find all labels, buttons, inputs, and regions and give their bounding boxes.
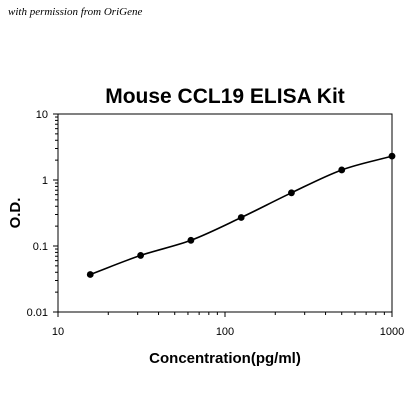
data-points [86, 152, 396, 278]
y-tick-label: 10 [36, 109, 48, 121]
data-point [187, 236, 195, 244]
x-tick-label: 10 [52, 326, 64, 338]
data-point [288, 189, 295, 197]
plot-area-frame [57, 113, 393, 313]
data-point [338, 166, 346, 174]
y-axis-label: O.D. [7, 198, 24, 229]
credit-text: with permission from OriGene [8, 6, 143, 18]
x-tick-label: 1000 [380, 326, 404, 338]
y-tick-label: 1 [42, 175, 48, 187]
y-tick-label: 0.1 [33, 241, 48, 253]
data-point [237, 214, 245, 221]
x-tick-label: 100 [216, 326, 234, 338]
data-point [388, 152, 396, 160]
data-point [137, 252, 145, 259]
axis-ticks: 10 1 0.1 0.01 10 100 1000 [27, 109, 405, 338]
data-point [86, 271, 94, 278]
chart-title: Mouse CCL19 ELISA Kit [105, 85, 345, 108]
x-axis-label: Concentration(pg/ml) [149, 350, 301, 367]
y-tick-label: 0.01 [27, 307, 48, 319]
